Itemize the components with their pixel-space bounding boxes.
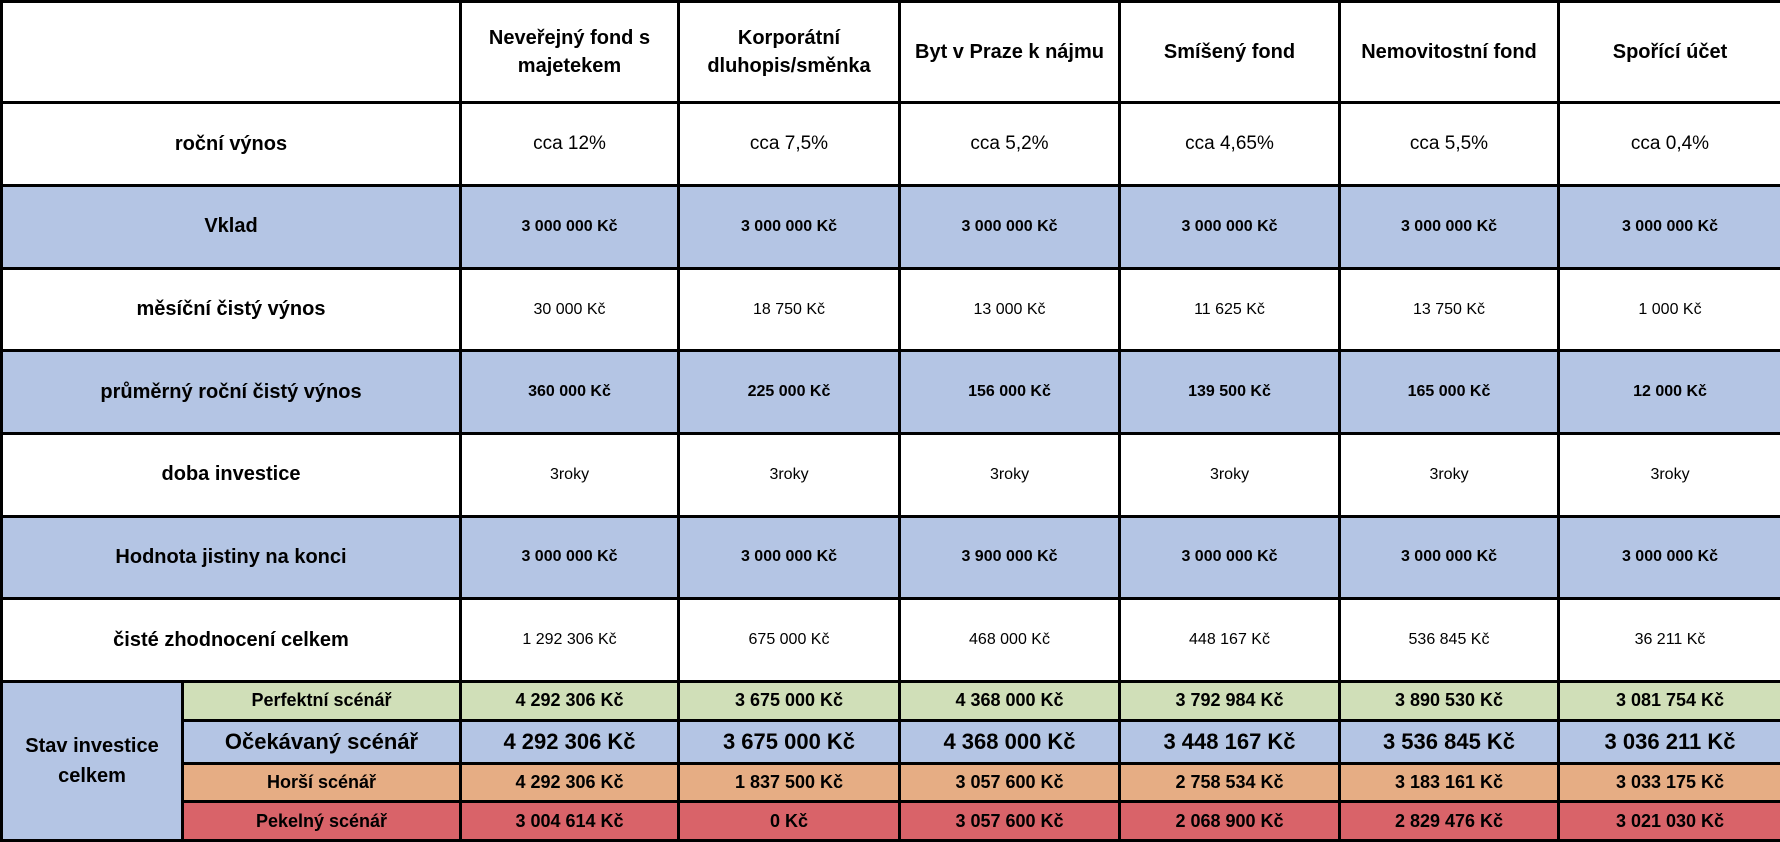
row-label: průměrný roční čistý výnos — [0, 349, 462, 436]
scenario-value: 4 292 306 Kč — [459, 761, 680, 804]
scenario-value: 3 792 984 Kč — [1118, 679, 1341, 722]
table-row: roční výnos cca 12% cca 7,5% cca 5,2% cca 4,… — [0, 101, 1780, 188]
scenario-value: 4 292 306 Kč — [459, 718, 680, 765]
cell-value: cca 7,5% — [677, 101, 901, 188]
cell-value: 30 000 Kč — [459, 266, 680, 353]
cell-value: 675 000 Kč — [677, 597, 901, 683]
cell-value: 3 000 000 Kč — [1338, 514, 1560, 601]
row-label: doba investice — [0, 432, 462, 518]
corner-cell — [0, 0, 462, 105]
cell-value: 448 167 Kč — [1118, 597, 1341, 683]
cell-value: 3 000 000 Kč — [1338, 184, 1560, 270]
table-row: čisté zhodnocení celkem 1 292 306 Kč 675 0… — [0, 597, 1780, 683]
cell-value: 3 000 000 Kč — [1118, 514, 1341, 601]
cell-value: 18 750 Kč — [677, 266, 901, 353]
scenario-value: 3 183 161 Kč — [1338, 761, 1560, 804]
cell-value: 3roky — [898, 432, 1121, 518]
scenario-value: 3 675 000 Kč — [677, 718, 901, 765]
cell-value: 3 000 000 Kč — [1118, 184, 1341, 270]
scenario-value: 2 068 900 Kč — [1118, 800, 1341, 842]
cell-value: 1 000 Kč — [1557, 266, 1780, 353]
cell-value: cca 4,65% — [1118, 101, 1341, 188]
scenario-value: 3 675 000 Kč — [677, 679, 901, 722]
scenario-label: Horší scénář — [181, 761, 462, 804]
cell-value: 3 000 000 Kč — [677, 184, 901, 270]
cell-value: 139 500 Kč — [1118, 349, 1341, 436]
cell-value: cca 5,2% — [898, 101, 1121, 188]
cell-value: 3 000 000 Kč — [459, 514, 680, 601]
row-label: čisté zhodnocení celkem — [0, 597, 462, 683]
table-row: měsíční čistý výnos 30 000 Kč 18 750 Kč 13 … — [0, 266, 1780, 353]
cell-value: 36 211 Kč — [1557, 597, 1780, 683]
cell-value: 13 750 Kč — [1338, 266, 1560, 353]
scenario-value: 2 829 476 Kč — [1338, 800, 1560, 842]
cell-value: 360 000 Kč — [459, 349, 680, 436]
cell-value: 3 900 000 Kč — [898, 514, 1121, 601]
cell-value: 3roky — [1118, 432, 1341, 518]
cell-value: 3roky — [1557, 432, 1780, 518]
scenario-value: 3 033 175 Kč — [1557, 761, 1780, 804]
cell-value: cca 12% — [459, 101, 680, 188]
scenario-value: 2 758 534 Kč — [1118, 761, 1341, 804]
cell-value: 11 625 Kč — [1118, 266, 1341, 353]
scenario-value: 4 368 000 Kč — [898, 679, 1121, 722]
scenario-value: 3 004 614 Kč — [459, 800, 680, 842]
scenario-value: 3 057 600 Kč — [898, 761, 1121, 804]
column-header: Smíšený fond — [1118, 0, 1341, 105]
cell-value: 225 000 Kč — [677, 349, 901, 436]
cell-value: 165 000 Kč — [1338, 349, 1560, 436]
cell-value: 536 845 Kč — [1338, 597, 1560, 683]
cell-value: 156 000 Kč — [898, 349, 1121, 436]
cell-value: 1 292 306 Kč — [459, 597, 680, 683]
row-label: měsíční čistý výnos — [0, 266, 462, 353]
cell-value: 3roky — [1338, 432, 1560, 518]
header-row: Neveřejný fond s majetekem Korporátní dl… — [0, 0, 1780, 105]
scenario-label: Pekelný scénář — [181, 800, 462, 842]
table-row: průměrný roční čistý výnos 360 000 Kč 225 … — [0, 349, 1780, 436]
scenario-value: 3 890 530 Kč — [1338, 679, 1560, 722]
row-label: Hodnota jistiny na konci — [0, 514, 462, 601]
row-label: roční výnos — [0, 101, 462, 188]
scenario-value: 3 021 030 Kč — [1557, 800, 1780, 842]
column-header: Byt v Praze k nájmu — [898, 0, 1121, 105]
column-header: Neveřejný fond s majetekem — [459, 0, 680, 105]
scenario-value: 3 536 845 Kč — [1338, 718, 1560, 765]
group-label: Stav investice celkem — [0, 679, 184, 842]
cell-value: 3roky — [459, 432, 680, 518]
scenario-row: Očekávaný scénář 4 292 306 Kč 3 675 000 Kč… — [2, 718, 1780, 765]
scenario-row: Pekelný scénář 3 004 614 Kč 0 Kč 3 057 600 … — [2, 800, 1780, 842]
scenario-value: 3 057 600 Kč — [898, 800, 1121, 842]
cell-value: 3 000 000 Kč — [1557, 184, 1780, 270]
column-header: Nemovitostní fond — [1338, 0, 1560, 105]
scenario-value: 0 Kč — [677, 800, 901, 842]
scenario-value: 3 081 754 Kč — [1557, 679, 1780, 722]
column-header: Korporátní dluhopis/směnka — [677, 0, 901, 105]
scenario-label: Perfektní scénář — [181, 679, 462, 722]
table-row: Vklad 3 000 000 Kč 3 000 000 Kč 3 000 000 K… — [0, 184, 1780, 270]
cell-value: cca 0,4% — [1557, 101, 1780, 188]
scenario-value: 1 837 500 Kč — [677, 761, 901, 804]
cell-value: cca 5,5% — [1338, 101, 1560, 188]
row-label: Vklad — [0, 184, 462, 270]
column-header: Spořící účet — [1557, 0, 1780, 105]
cell-value: 468 000 Kč — [898, 597, 1121, 683]
scenario-row: Horší scénář 4 292 306 Kč 1 837 500 Kč 3 05… — [2, 761, 1780, 804]
scenario-value: 3 448 167 Kč — [1118, 718, 1341, 765]
scenario-value: 4 292 306 Kč — [459, 679, 680, 722]
cell-value: 3 000 000 Kč — [1557, 514, 1780, 601]
scenario-row: Stav investice celkem Perfektní scénář 4 2… — [0, 679, 1780, 842]
cell-value: 3 000 000 Kč — [898, 184, 1121, 270]
cell-value: 12 000 Kč — [1557, 349, 1780, 436]
scenario-value: 4 368 000 Kč — [898, 718, 1121, 765]
cell-value: 3roky — [677, 432, 901, 518]
cell-value: 3 000 000 Kč — [459, 184, 680, 270]
scenario-value: 3 036 211 Kč — [1557, 718, 1780, 765]
table-row: doba investice 3roky 3roky 3roky 3roky 3roky 3… — [0, 432, 1780, 518]
scenario-label: Očekávaný scénář — [181, 718, 462, 765]
table-row: Hodnota jistiny na konci 3 000 000 Kč 3 00… — [0, 514, 1780, 601]
cell-value: 3 000 000 Kč — [677, 514, 901, 601]
cell-value: 13 000 Kč — [898, 266, 1121, 353]
